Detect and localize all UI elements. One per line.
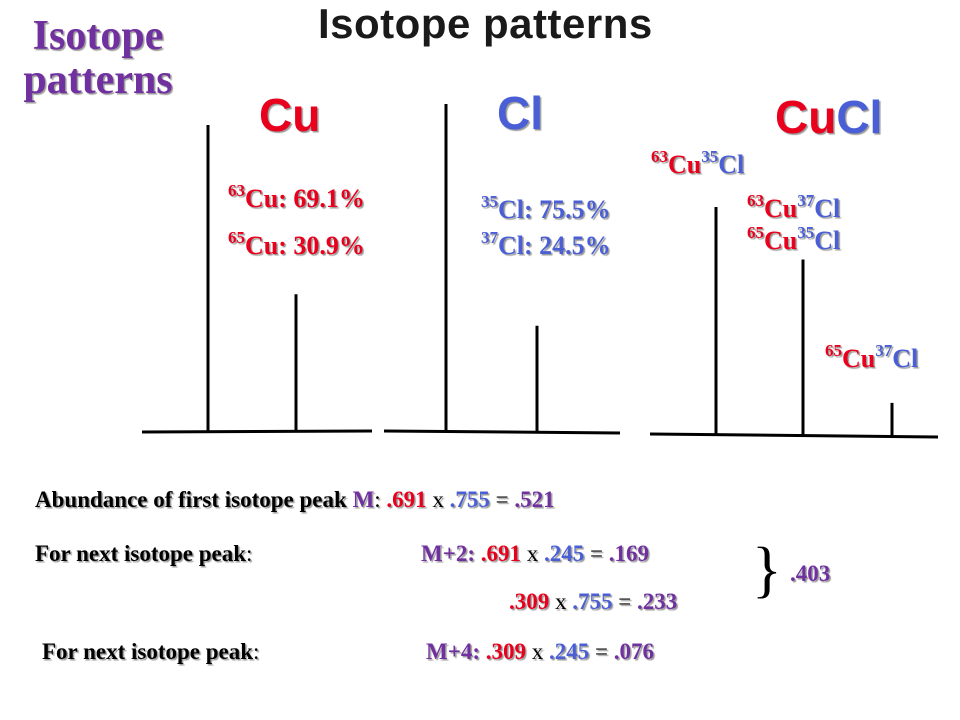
calc-label-m2: For next isotope peak: [35, 541, 253, 566]
cucl-label-65-37: 65Cu37Cl [825, 341, 919, 373]
cl37-label: 37Cl: 24.5% [481, 228, 611, 260]
calc-sum-m2: .403 [790, 561, 831, 586]
sum-brace: } [752, 536, 782, 604]
cucl-spectrum [649, 207, 939, 439]
calc-line-m2-a: M+2: .691 x .245 = .169 [421, 541, 649, 566]
cl35-label: 35Cl: 75.5% [481, 192, 611, 224]
cucl-label-63-35: 63Cu35Cl [651, 147, 745, 179]
cu-title: Cu [259, 89, 321, 141]
cucl-label-63-37: 63Cu37Cl [747, 191, 841, 223]
cu-spectrum [141, 125, 373, 434]
cucl-baseline [649, 432, 939, 439]
side-title: Isotope patterns [23, 13, 173, 103]
cl-baseline [383, 429, 621, 435]
cl-title: Cl [497, 87, 543, 139]
cucl-title: CuCl [775, 91, 883, 143]
calc-label-m4: For next isotope peak: [42, 639, 260, 664]
calc-line-m4: M+4: .309 x .245 = .076 [426, 639, 654, 664]
cl-spectrum [383, 104, 621, 435]
cu63-label: 63Cu: 69.1% [228, 181, 365, 213]
calc-line-m: Abundance of first isotope peak M: .691 … [35, 487, 555, 512]
calc-line-m2-b: .309 x .755 = .233 [509, 589, 678, 614]
cucl-label-65-35: 65Cu35Cl [747, 223, 841, 255]
banner-title: Isotope patterns [318, 0, 653, 47]
cu65-label: 65Cu: 30.9% [228, 228, 365, 260]
cu-baseline [141, 429, 373, 434]
